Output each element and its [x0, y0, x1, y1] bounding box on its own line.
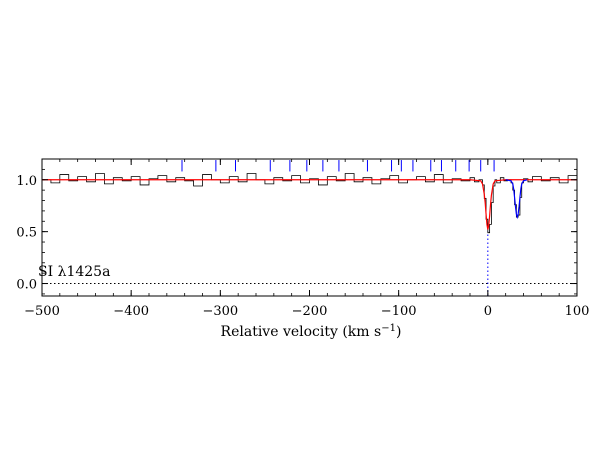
model-fit-blue-line — [505, 179, 528, 220]
y-tick-label: 0.5 — [16, 226, 37, 241]
reference-lines — [42, 231, 577, 296]
series-group — [42, 173, 578, 234]
x-axis-label-close: ) — [396, 324, 401, 340]
x-tick-label: 100 — [565, 304, 590, 319]
axes-group: −500 −400 −300 −200 −100 0 100 0.0 0.5 1.0 — [16, 159, 589, 319]
x-tick-label: −300 — [202, 304, 238, 319]
spectrum-data-line — [42, 173, 578, 234]
x-axis-label-main: Relative velocity (km s — [221, 324, 382, 340]
y-tick-label: 1.0 — [16, 174, 37, 189]
x-tick-label: −200 — [292, 304, 328, 319]
transition-label: SI λ1425a — [38, 264, 110, 280]
model-fit-red-line — [42, 179, 577, 230]
blue-tick-marks — [181, 160, 495, 172]
x-tick-label: −400 — [113, 304, 149, 319]
y-tick-label: 0.0 — [16, 278, 37, 293]
x-tick-label: −500 — [24, 304, 60, 319]
x-tick-label: 0 — [484, 304, 492, 319]
x-axis-label: Relative velocity (km s−1) — [221, 323, 402, 340]
x-axis-label-sup: −1 — [381, 323, 396, 334]
x-tick-label: −100 — [381, 304, 417, 319]
